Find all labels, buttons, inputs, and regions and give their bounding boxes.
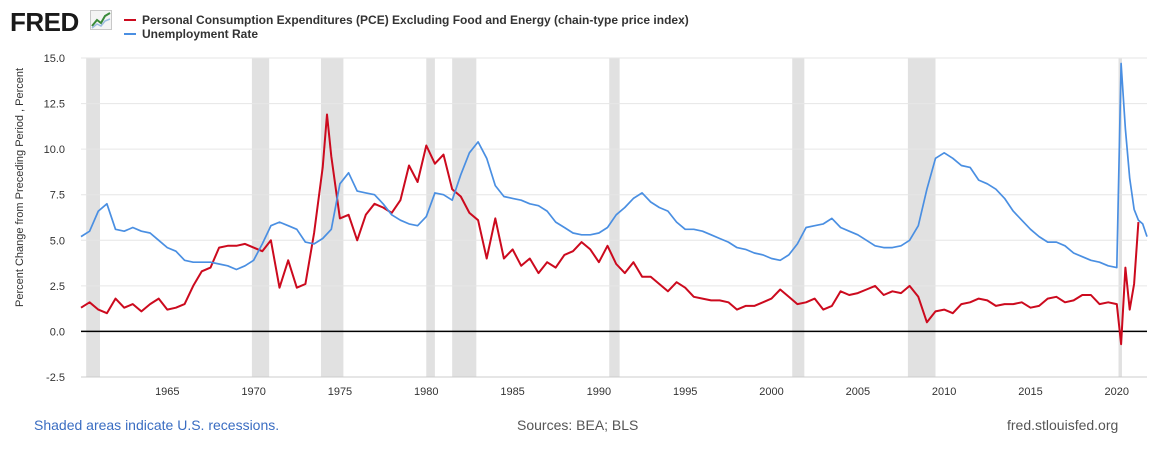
x-tick-label: 2000 [759, 386, 783, 398]
y-tick-label: 2.5 [50, 281, 65, 293]
x-tick-label: 1975 [328, 386, 352, 398]
recession-band [320, 58, 344, 377]
x-tick-label: 1980 [414, 386, 438, 398]
recession-band [426, 58, 435, 377]
fred-logo[interactable]: FRED [10, 7, 79, 37]
x-tick-label: 1970 [241, 386, 265, 398]
recession-band [251, 58, 270, 377]
x-tick-label: 2010 [932, 386, 956, 398]
y-tick-label: 7.5 [50, 190, 65, 202]
x-tick-labels: 1965 1970 1975 1980 1985 1990 1995 2000 2005 2010… [155, 386, 1129, 398]
y-tick-label: -2.5 [46, 372, 65, 384]
series-lines [80, 62, 1148, 346]
y-tick-label: 5.0 [50, 235, 65, 247]
x-tick-label: 1995 [673, 386, 697, 398]
y-tick-labels: -2.5 0.0 2.5 5.0 7.5 10.0 12.5 15.0 [44, 53, 65, 384]
x-tick-label: 2005 [846, 386, 870, 398]
recession-band [86, 58, 100, 377]
x-tick-label: 2020 [1105, 386, 1129, 398]
x-tick-label: 1985 [500, 386, 524, 398]
y-tick-label: 0.0 [50, 326, 65, 338]
series-line-pce[interactable] [80, 113, 1140, 346]
legend-swatch-unrate [124, 33, 136, 35]
recession-bands [86, 58, 1122, 377]
fred-url-link[interactable]: fred.stlouisfed.org [1007, 417, 1119, 433]
recessions-note-link[interactable]: Shaded areas indicate U.S. recessions. [34, 417, 280, 433]
legend-item-pce[interactable]: Personal Consumption Expenditures (PCE) … [124, 13, 689, 27]
chart-trend-icon [90, 10, 112, 30]
y-tick-label: 10.0 [44, 144, 65, 156]
x-tick-label: 2015 [1018, 386, 1042, 398]
sources-text: Sources: BEA; BLS [517, 417, 639, 433]
y-tick-label: 15.0 [44, 53, 65, 65]
x-tick-label: 1990 [587, 386, 611, 398]
recession-band [452, 58, 477, 377]
y-tick-label: 12.5 [44, 99, 65, 111]
legend-label-pce: Personal Consumption Expenditures (PCE) … [142, 13, 689, 27]
series-line-unemployment[interactable] [80, 62, 1148, 271]
x-tick-label: 1965 [155, 386, 179, 398]
legend-swatch-pce [124, 19, 136, 21]
recession-band [907, 58, 936, 377]
legend-item-unrate[interactable]: Unemployment Rate [124, 27, 689, 41]
recession-band [792, 58, 805, 377]
grid-lines [81, 57, 1147, 378]
legend-label-unrate: Unemployment Rate [142, 27, 259, 41]
recession-band [1118, 58, 1122, 377]
chart-legend: Personal Consumption Expenditures (PCE) … [124, 13, 689, 41]
